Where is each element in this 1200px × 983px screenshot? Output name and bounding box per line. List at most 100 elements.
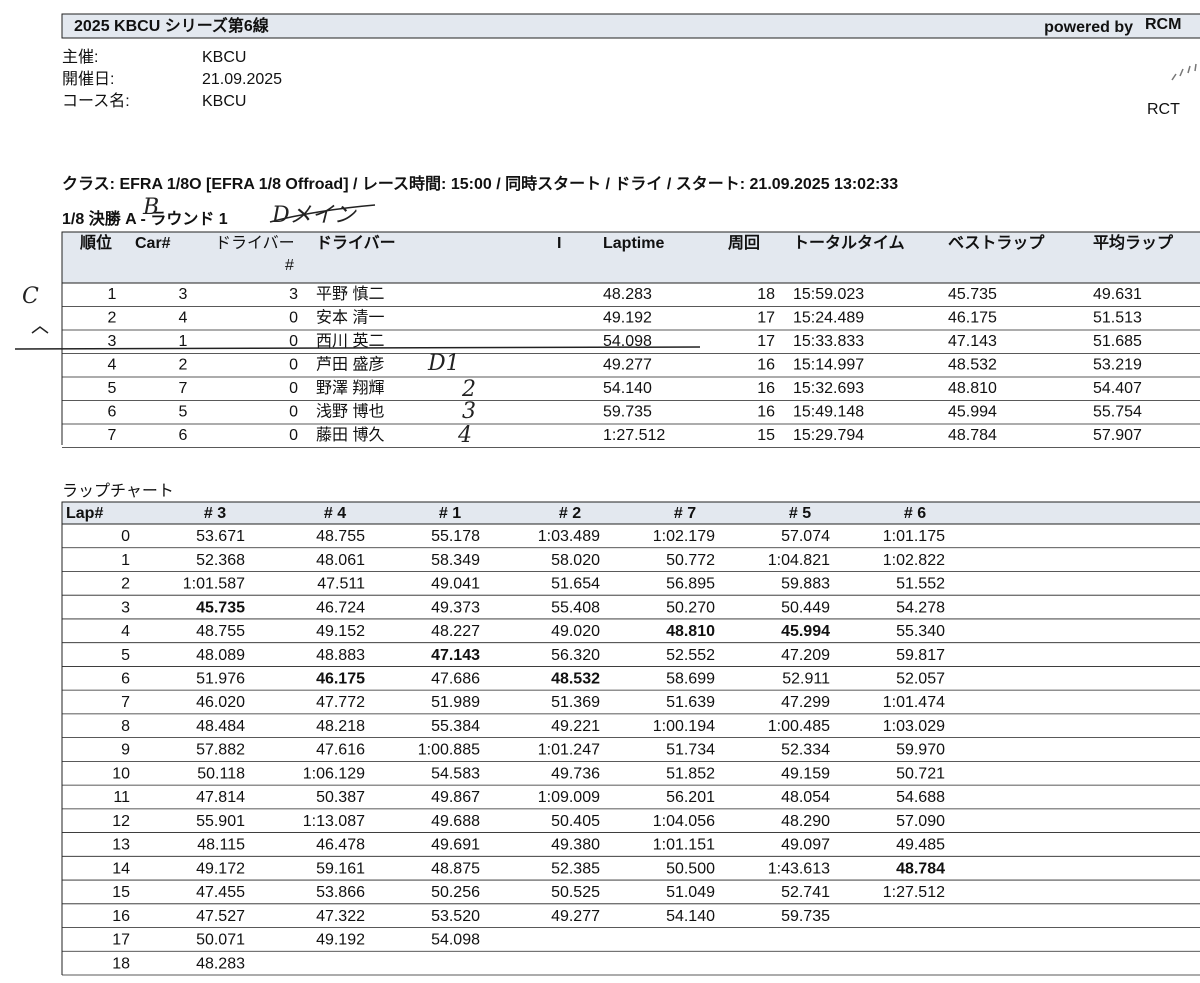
lap-cell: 59.883 <box>781 576 830 593</box>
lap-cell: 1:02.822 <box>883 552 945 569</box>
results-cell: 6 <box>179 427 188 444</box>
lap-cell: 47.511 <box>317 576 365 593</box>
lap-cell: 46.175 <box>316 671 365 688</box>
lap-cell: 49.380 <box>551 837 600 854</box>
handwriting: C <box>22 284 39 309</box>
results-cell: 45.994 <box>948 404 997 421</box>
results-cell: 平野 慎二 <box>316 285 384 303</box>
handwriting: D1 <box>427 351 460 376</box>
lap-cell: 4 <box>121 623 130 640</box>
results-cell: 1:27.512 <box>603 427 665 444</box>
lap-cell: 51.049 <box>666 884 715 901</box>
results-header: Car# <box>135 235 171 252</box>
lap-cell: 48.054 <box>781 789 830 806</box>
results-cell: 59.735 <box>603 404 652 421</box>
lap-cell: 55.340 <box>896 623 945 640</box>
lap-cell: 52.368 <box>196 552 245 569</box>
info-value: KBCU <box>202 49 246 66</box>
lap-cell: 53.520 <box>431 908 480 925</box>
lap-cell: 50.071 <box>196 932 245 949</box>
results-cell: 0 <box>289 333 298 350</box>
handwriting: Dメイン <box>271 203 358 228</box>
results-header: ドライバー <box>316 234 396 252</box>
results-header: 平均ラップ <box>1093 233 1174 252</box>
lap-cell: 1:00.485 <box>768 718 830 735</box>
handwriting: 3 <box>462 399 476 424</box>
lap-cell: 58.349 <box>431 552 480 569</box>
results-cell: 4 <box>108 357 117 374</box>
class-line: クラス: EFRA 1/8O [EFRA 1/8 Offroad] / レース時… <box>62 174 898 193</box>
handwritten-caret <box>31 326 49 334</box>
results-cell: 3 <box>108 333 117 350</box>
lap-cell: 10 <box>112 765 130 782</box>
lap-cell: 57.090 <box>896 813 945 830</box>
results-cell: 4 <box>179 310 188 327</box>
lap-cell: 0 <box>121 528 130 545</box>
page-title: 2025 KBCU シリーズ第6線 <box>74 16 269 35</box>
lap-cell: 49.867 <box>431 789 480 806</box>
results-cell: 15 <box>757 427 775 444</box>
lap-cell: 48.484 <box>196 718 245 735</box>
lap-cell: 1:03.489 <box>538 528 600 545</box>
lap-cell: 17 <box>112 932 130 949</box>
lap-header: # 6 <box>904 505 926 522</box>
handwritten-stroke <box>269 204 376 223</box>
lap-cell: 47.322 <box>316 908 365 925</box>
lap-cell: 1:04.821 <box>768 552 830 569</box>
results-cell: 16 <box>757 404 775 421</box>
lap-cell: 48.227 <box>431 623 480 640</box>
results-header: 順位 <box>79 233 112 252</box>
results-header: ベストラップ <box>948 233 1045 252</box>
lap-cell: 49.152 <box>316 623 365 640</box>
results-cell: 15:32.693 <box>793 380 864 397</box>
lap-cell: 47.527 <box>196 908 245 925</box>
info-value: KBCU <box>202 93 246 110</box>
results-header-bg <box>61 231 1200 284</box>
lap-cell: 49.020 <box>551 623 600 640</box>
lap-cell: 48.061 <box>316 552 365 569</box>
lap-cell: 59.970 <box>896 742 945 759</box>
lap-cell: 46.020 <box>196 694 245 711</box>
results-cell: 3 <box>289 286 298 303</box>
lap-cell: 54.688 <box>896 789 945 806</box>
results-cell: 0 <box>289 427 298 444</box>
results-cell: 1 <box>108 286 117 303</box>
lap-cell: 54.140 <box>666 908 715 925</box>
info-value: 21.09.2025 <box>202 71 282 88</box>
lap-cell: 1 <box>121 552 130 569</box>
lap-cell: 47.209 <box>781 647 830 664</box>
lap-cell: 48.755 <box>196 623 245 640</box>
title-bar <box>61 13 1200 39</box>
results-cell: 15:14.997 <box>793 357 864 374</box>
race-title: 1/8 決勝 A - ラウンド 1 <box>62 209 228 228</box>
lap-header: # 7 <box>674 505 696 522</box>
lap-cell: 49.485 <box>896 837 945 854</box>
results-header: 周回 <box>728 234 760 252</box>
lap-cell: 48.532 <box>551 671 600 688</box>
info-label: 開催日: <box>62 70 114 88</box>
lap-cell: 51.734 <box>666 742 715 759</box>
lap-cell: 49.373 <box>431 599 480 616</box>
lap-cell: 51.552 <box>896 576 945 593</box>
lap-cell: 51.989 <box>431 694 480 711</box>
lap-cell: 49.159 <box>781 765 830 782</box>
lap-cell: 49.172 <box>196 860 245 877</box>
lap-cell: 47.686 <box>431 671 480 688</box>
handwritten-line <box>14 346 701 350</box>
lap-cell: 47.299 <box>781 694 830 711</box>
lap-cell: 13 <box>112 837 130 854</box>
lap-cell: 50.449 <box>781 599 830 616</box>
lap-cell: 2 <box>121 576 130 593</box>
lap-cell: 8 <box>121 718 130 735</box>
results-cell: 3 <box>179 286 188 303</box>
results-cell: 48.283 <box>603 286 652 303</box>
lap-cell: 53.671 <box>196 528 245 545</box>
lap-cell: 48.290 <box>781 813 830 830</box>
lap-cell: 50.387 <box>316 789 365 806</box>
lap-cell: 52.334 <box>781 742 830 759</box>
results-cell: 54.407 <box>1093 380 1142 397</box>
results-cell: 15:24.489 <box>793 310 864 327</box>
lap-cell: 58.020 <box>551 552 600 569</box>
logo-mark <box>1171 63 1197 81</box>
lap-cell: 47.772 <box>316 694 365 711</box>
